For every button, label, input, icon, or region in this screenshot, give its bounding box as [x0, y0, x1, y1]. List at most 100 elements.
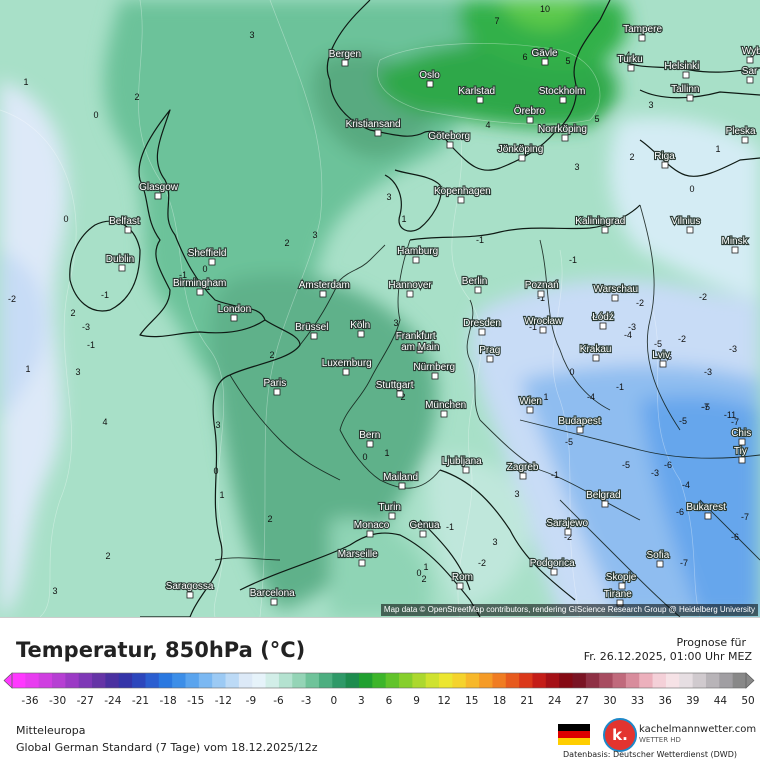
isotherm-label: 3 — [215, 420, 220, 430]
city-marker-icon — [457, 196, 465, 204]
isotherm-label: -5 — [654, 339, 662, 349]
city-marker-icon — [154, 192, 162, 200]
isotherm-label: -1 — [179, 270, 187, 280]
kachelmann-logo-icon[interactable]: k. — [603, 718, 637, 752]
city-label: Sar — [742, 66, 758, 77]
city-label: Kopenhagen — [434, 186, 491, 197]
brand-subtitle: WETTER HD — [639, 736, 681, 744]
city-zagreb: Zagreb — [506, 461, 540, 480]
isotherm-label: 10 — [540, 4, 550, 14]
isotherm-label: 2 — [269, 350, 274, 360]
city-pleska: Pleska — [724, 125, 757, 144]
city-kaliningrad: Kaliningrad — [574, 215, 626, 234]
city-label: Wien — [519, 396, 542, 407]
scale-arrow-icon — [745, 672, 755, 689]
city-marker-icon — [366, 440, 374, 448]
city-label: am Main — [401, 342, 439, 353]
scale-color-step — [692, 673, 707, 688]
city-helsinki: Helsinki — [663, 60, 701, 79]
city-lviv: Lviv — [651, 349, 671, 368]
isotherm-label: -2 — [564, 532, 572, 542]
city-label: Marseille — [338, 549, 378, 560]
city-marker-icon — [599, 322, 607, 330]
city-marker-icon — [273, 388, 281, 396]
scale-color-step — [172, 673, 186, 688]
city-label: Vilnius — [671, 216, 700, 227]
city-label: Göteborg — [428, 131, 470, 142]
scale-color-step — [65, 673, 80, 688]
city-marker-icon — [388, 512, 396, 520]
scale-color-step — [572, 673, 587, 688]
city-marker-icon — [319, 290, 327, 298]
isotherm-label: 1 — [401, 214, 406, 224]
city-oslo: Oslo — [418, 69, 441, 88]
isotherm-label: -1 — [446, 522, 454, 532]
scale-color-step — [732, 673, 747, 688]
scale-tick-label: -24 — [104, 695, 121, 707]
scale-color-step — [585, 673, 600, 688]
isotherm-label: 2 — [267, 514, 272, 524]
city-marker-icon — [416, 346, 424, 354]
city-marker-icon — [396, 390, 404, 398]
city-label: Sofia — [647, 550, 670, 561]
isotherm-label: -3 — [82, 322, 90, 332]
city-london: London — [217, 303, 252, 322]
isotherm-label: 0 — [63, 214, 68, 224]
isotherm-label: 0 — [416, 568, 421, 578]
city-karlstad: Karlstad — [457, 85, 496, 104]
city-marker-icon — [638, 34, 646, 42]
city-hannover: Hannover — [387, 279, 434, 298]
isotherm-label: -2 — [8, 294, 16, 304]
scale-tick-label: 18 — [493, 695, 506, 707]
city-tampere: Tampere — [622, 23, 664, 42]
city-label: Köln — [350, 320, 370, 331]
city-marker-icon — [456, 582, 464, 590]
city-label: Tiy — [734, 446, 747, 457]
isotherm-label: -7 — [680, 558, 688, 568]
city-label: Glasgow — [139, 182, 179, 193]
brand-name[interactable]: kachelmannwetter.com — [639, 724, 757, 735]
city-marker-icon — [541, 58, 549, 66]
city-label: Stuttgart — [376, 380, 414, 391]
scale-color-step — [278, 673, 293, 688]
city-marker-icon — [661, 161, 669, 169]
scale-color-step — [238, 673, 253, 688]
city-kristiansand: Kristiansand — [345, 118, 402, 137]
city-label: Dublin — [106, 254, 134, 265]
temperature-map[interactable]: 10 7 6 5 3 4 3 1 2 0 0 1 2 3 4 5 4 3 2 1 0 3 3 2 1 -1 -2 -3 -1 -1 0 1 2 3… — [0, 0, 760, 617]
city-label: Riga — [654, 151, 675, 162]
city-örebro: Örebro — [513, 104, 546, 124]
isotherm-label: 0 — [689, 184, 694, 194]
city-budapest: Budapest — [557, 415, 602, 434]
scale-tick-label: -9 — [246, 695, 256, 707]
city-label: Minsk — [722, 236, 749, 247]
city-label: Belgrad — [586, 490, 620, 501]
scale-tick-label: -21 — [132, 695, 149, 707]
city-stockholm: Stockholm — [538, 85, 586, 104]
city-marker-icon — [342, 368, 350, 376]
scale-color-step — [559, 673, 574, 688]
scale-color-step — [265, 673, 280, 688]
scale-color-step — [719, 673, 734, 688]
city-tirane: Tirane — [603, 588, 633, 607]
city-label: Zagreb — [507, 462, 539, 473]
scale-color-step — [345, 673, 360, 688]
city-label: Oslo — [419, 70, 440, 81]
city-sar: Sar — [741, 65, 759, 84]
city-brüssel: Brüssel — [294, 321, 330, 340]
city-label: Genua — [410, 520, 440, 531]
city-nürnberg: Nürnberg — [412, 361, 456, 380]
isotherm-label: -7 — [701, 402, 709, 412]
city-marker-icon — [518, 154, 526, 162]
isotherm-label: -2 — [636, 298, 644, 308]
scale-color-step — [52, 673, 66, 688]
city-marker-icon — [601, 226, 609, 234]
city-gävle: Gävle — [530, 47, 559, 66]
scale-color-step — [92, 673, 106, 688]
city-marker-icon — [474, 286, 482, 294]
city-wyb: Wyb — [741, 45, 760, 64]
city-luxemburg: Luxemburg — [321, 357, 373, 376]
scale-color-step — [612, 673, 627, 688]
city-krakau: Krakau — [579, 343, 613, 362]
